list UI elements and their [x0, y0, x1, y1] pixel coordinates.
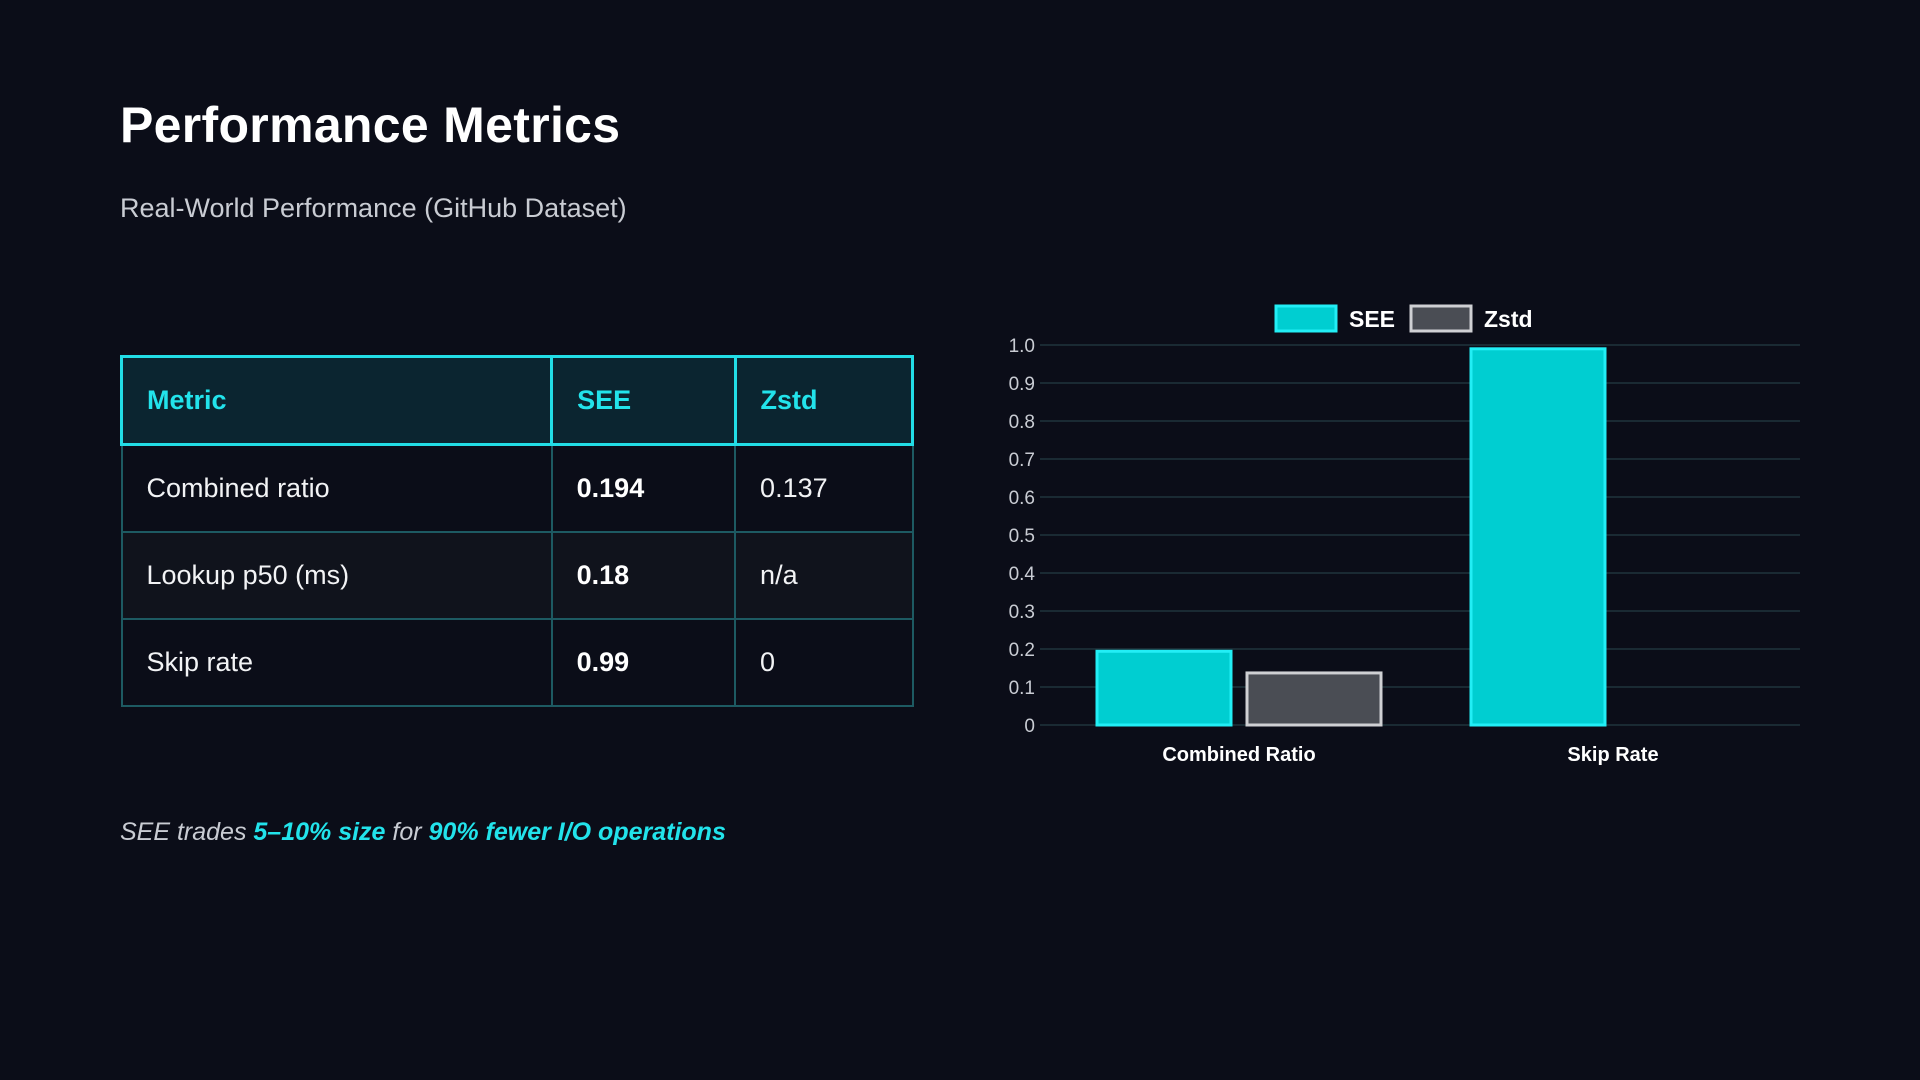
y-axis: 0 0.1 0.2 0.3 0.4 0.5 0.6 0.7 0.8 0.9 1.0	[1009, 336, 1036, 737]
cell-see: 0.18	[550, 531, 737, 620]
cell-metric: Skip rate	[120, 618, 553, 707]
table-row: Combined ratio 0.194 0.137	[120, 443, 914, 533]
cell-metric: Combined ratio	[120, 443, 553, 533]
bar-see-skip-rate[interactable]	[1469, 347, 1607, 727]
metrics-table: Metric SEE Zstd Combined ratio 0.194 0.1…	[119, 355, 915, 707]
table-header-row: Metric SEE Zstd	[119, 355, 915, 446]
footnote-highlight-io: 90% fewer I/O operations	[428, 818, 726, 846]
column-header-metric: Metric	[119, 355, 554, 446]
y-tick-label: 0.9	[1009, 374, 1035, 395]
y-tick-label: 0.8	[1009, 412, 1035, 433]
x-axis: Combined Ratio Skip Rate	[1162, 744, 1658, 766]
footnote: SEE trades 5–10% size for 90% fewer I/O …	[120, 818, 726, 847]
bar-see-combined-ratio[interactable]	[1095, 649, 1233, 727]
page-title: Performance Metrics	[120, 97, 621, 153]
cell-zstd: 0	[734, 618, 914, 707]
y-tick-label: 0.1	[1009, 678, 1035, 699]
legend-label-zstd: Zstd	[1484, 306, 1533, 332]
page-subtitle: Real-World Performance (GitHub Dataset)	[120, 193, 627, 223]
cell-zstd: n/a	[734, 531, 914, 620]
legend-swatch-see[interactable]	[1274, 304, 1338, 333]
column-header-see: SEE	[550, 355, 737, 446]
legend: SEE Zstd	[1274, 304, 1533, 333]
cell-see: 0.99	[550, 618, 737, 707]
y-tick-label: 0.3	[1009, 602, 1035, 623]
cell-zstd: 0.137	[734, 443, 914, 533]
cell-metric: Lookup p50 (ms)	[120, 531, 553, 620]
y-tick-label: 1.0	[1009, 336, 1035, 357]
bars	[1095, 347, 1607, 727]
footnote-highlight-size: 5–10% size	[253, 818, 386, 846]
footnote-text: SEE trades	[120, 818, 254, 846]
footnote-text: for	[385, 818, 429, 846]
bar-zstd-combined-ratio[interactable]	[1245, 671, 1383, 727]
legend-swatch-zstd[interactable]	[1409, 304, 1473, 333]
y-tick-label: 0.5	[1009, 526, 1035, 547]
y-tick-label: 0.6	[1009, 488, 1035, 509]
y-tick-label: 0	[1024, 716, 1035, 737]
legend-label-see: SEE	[1349, 306, 1395, 332]
x-tick-label: Skip Rate	[1567, 744, 1658, 766]
table-row: Skip rate 0.99 0	[120, 618, 914, 707]
cell-see: 0.194	[550, 443, 737, 533]
x-tick-label: Combined Ratio	[1162, 744, 1315, 766]
y-tick-label: 0.2	[1009, 640, 1035, 661]
column-header-zstd: Zstd	[733, 355, 915, 446]
y-tick-label: 0.7	[1009, 450, 1035, 471]
table-row: Lookup p50 (ms) 0.18 n/a	[120, 531, 914, 620]
y-tick-label: 0.4	[1009, 564, 1036, 585]
